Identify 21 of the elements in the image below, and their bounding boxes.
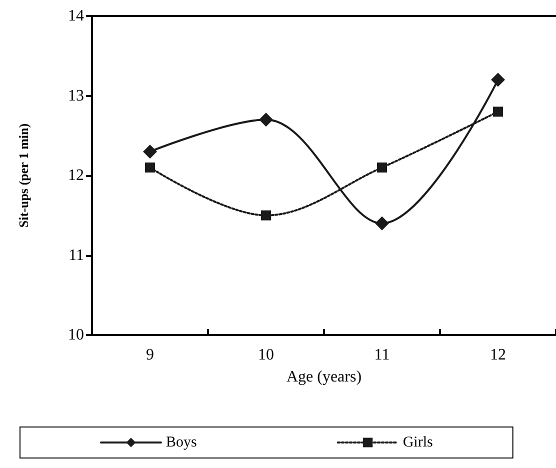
x-tick-label: 11: [374, 346, 390, 364]
point: [259, 112, 273, 127]
y-axis-title: Sit-ups (per 1 min): [16, 123, 31, 228]
point: [145, 162, 155, 173]
y-tick-label: 12: [68, 167, 84, 184]
point: [143, 144, 157, 159]
point: [261, 210, 271, 220]
y-tick-label: 11: [68, 246, 84, 264]
x-tick-label: 10: [258, 346, 274, 364]
x-tick-label: 9: [146, 346, 154, 364]
point: [377, 162, 387, 173]
x-tick-label: 12: [490, 346, 506, 364]
point: [375, 216, 389, 230]
y-tick-label: 10: [68, 326, 84, 344]
legend-label: Boys: [166, 434, 198, 450]
legend-label: Girls: [402, 434, 434, 450]
point: [491, 72, 505, 87]
point: [493, 106, 503, 117]
y-tick-label: 13: [68, 87, 84, 104]
x-axis-title: Age (years): [286, 368, 362, 386]
y-tick-label: 14: [68, 8, 84, 24]
